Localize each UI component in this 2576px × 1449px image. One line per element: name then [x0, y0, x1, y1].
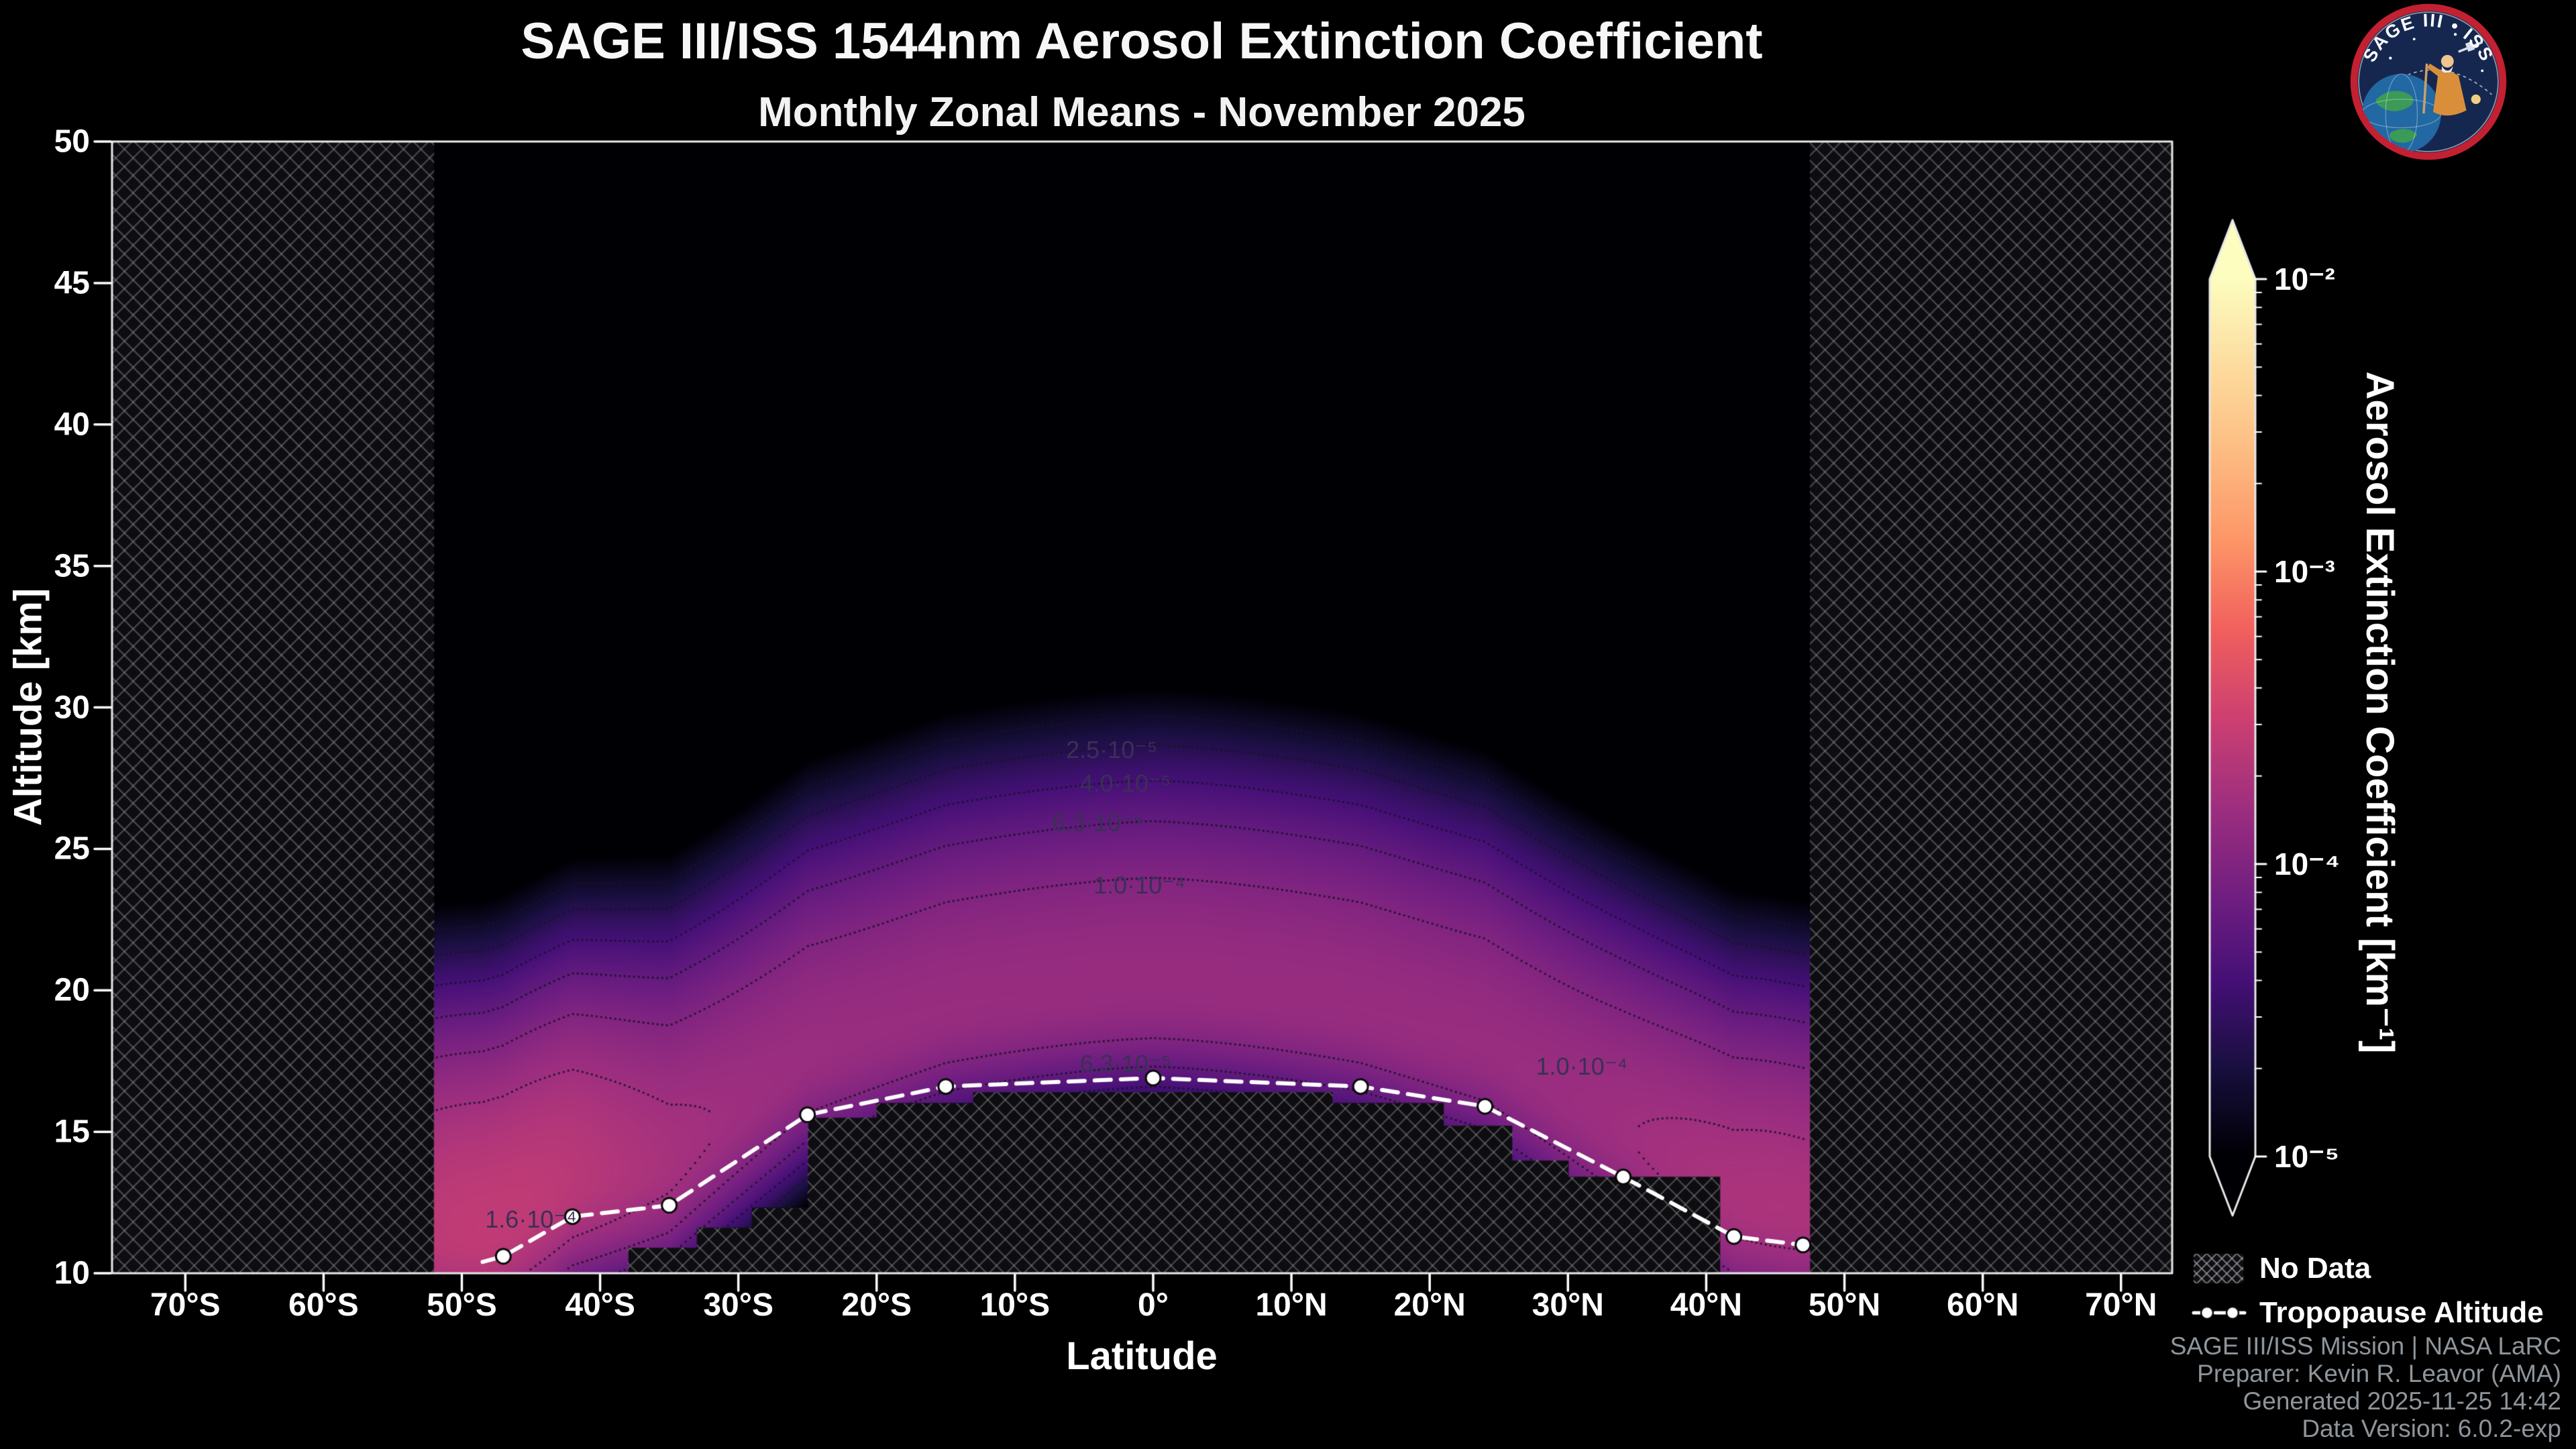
sage-iss-mission-logo: SAGE III • ISS [2350, 3, 2507, 160]
x-tick-label: 10°S [979, 1287, 1051, 1323]
contour-label: 6.3·10⁻⁵ [1079, 1049, 1171, 1077]
x-tick-label: 0° [1138, 1287, 1169, 1323]
x-tick-label: 70°N [2085, 1287, 2157, 1323]
colorbar-tick-label: 10⁻⁴ [2274, 847, 2341, 881]
y-tick-label: 15 [54, 1114, 90, 1150]
contour-label: 4.0·10⁻⁵ [1079, 769, 1171, 798]
y-tick-label: 35 [54, 548, 90, 584]
page-title: SAGE III/ISS 1544nm Aerosol Extinction C… [521, 13, 1763, 70]
x-tick-label: 40°N [1670, 1287, 1743, 1323]
star-icon [2412, 38, 2416, 41]
y-tick-label: 50 [54, 123, 90, 160]
colorbar-tick-label: 10⁻² [2274, 262, 2335, 297]
y-tick-label: 40 [54, 407, 90, 443]
x-tick-label: 70°S [150, 1287, 221, 1323]
legend-no-data-label: No Data [2259, 1252, 2371, 1285]
credit-line: Generated 2025-11-25 14:42 [2243, 1387, 2561, 1415]
legend-tropopause-label: Tropopause Altitude [2259, 1296, 2544, 1329]
x-tick-label: 40°S [565, 1287, 635, 1323]
credit-line: Data Version: 6.0.2-exp [2302, 1415, 2561, 1442]
x-tick-label: 20°N [1393, 1287, 1466, 1323]
figure-head [2440, 54, 2454, 68]
credit-line: SAGE III/ISS Mission | NASA LaRC [2169, 1332, 2561, 1360]
star-icon [2481, 69, 2484, 72]
earth-graticule [2385, 73, 2418, 154]
x-tick-label: 30°S [703, 1287, 773, 1323]
x-tick-label: 50°S [427, 1287, 497, 1323]
iss-module-icon [2465, 41, 2475, 52]
y-tick-label: 20 [54, 972, 90, 1008]
earth-land [2390, 129, 2418, 143]
earth-icon [2361, 74, 2441, 154]
contour-label: 1.0·10⁻⁴ [1536, 1053, 1628, 1081]
x-tick-label: 30°N [1532, 1287, 1604, 1323]
y-tick-label: 10 [54, 1255, 90, 1291]
contour-label: 1.0·10⁻⁴ [1093, 871, 1185, 900]
page-subtitle: Monthly Zonal Means - November 2025 [758, 89, 1525, 136]
x-tick-label: 50°N [1808, 1287, 1881, 1323]
colorbar-title: Aerosol Extinction Coefficient [km⁻¹] [2358, 371, 2402, 1054]
contour-label: 2.5·10⁻⁵ [1066, 735, 1158, 763]
y-tick-label: 45 [54, 265, 90, 301]
colorbar-tick-label: 10⁻³ [2274, 554, 2335, 589]
star-icon [2389, 56, 2392, 60]
contour-label: 6.3·10⁻⁵ [1052, 809, 1144, 837]
x-tick-label: 10°N [1255, 1287, 1328, 1323]
logo-inner-ring [2358, 11, 2499, 152]
sun-icon [2471, 94, 2481, 105]
figure-robe [2433, 72, 2467, 116]
y-tick-label: 25 [54, 830, 90, 867]
figure-arm [2426, 63, 2445, 79]
credits: SAGE III/ISS Mission | NASA LaRC Preparer… [2170, 1332, 2561, 1442]
colorbar-tick-label: 10⁻⁵ [2274, 1139, 2340, 1174]
x-tick-label: 60°N [1947, 1287, 2019, 1323]
x-tick-label: 60°S [288, 1287, 359, 1323]
y-tick-label: 30 [54, 690, 90, 725]
x-axis-label: Latitude [1066, 1334, 1218, 1378]
x-tick-label: 20°S [841, 1287, 912, 1323]
star-icon [2453, 33, 2457, 36]
staff-icon [2422, 63, 2428, 114]
contour-label: 1.6·10⁻⁴ [485, 1205, 577, 1233]
earth-land [2375, 91, 2414, 111]
credit-line: Preparer: Kevin R. Leavor (AMA) [2197, 1360, 2561, 1387]
